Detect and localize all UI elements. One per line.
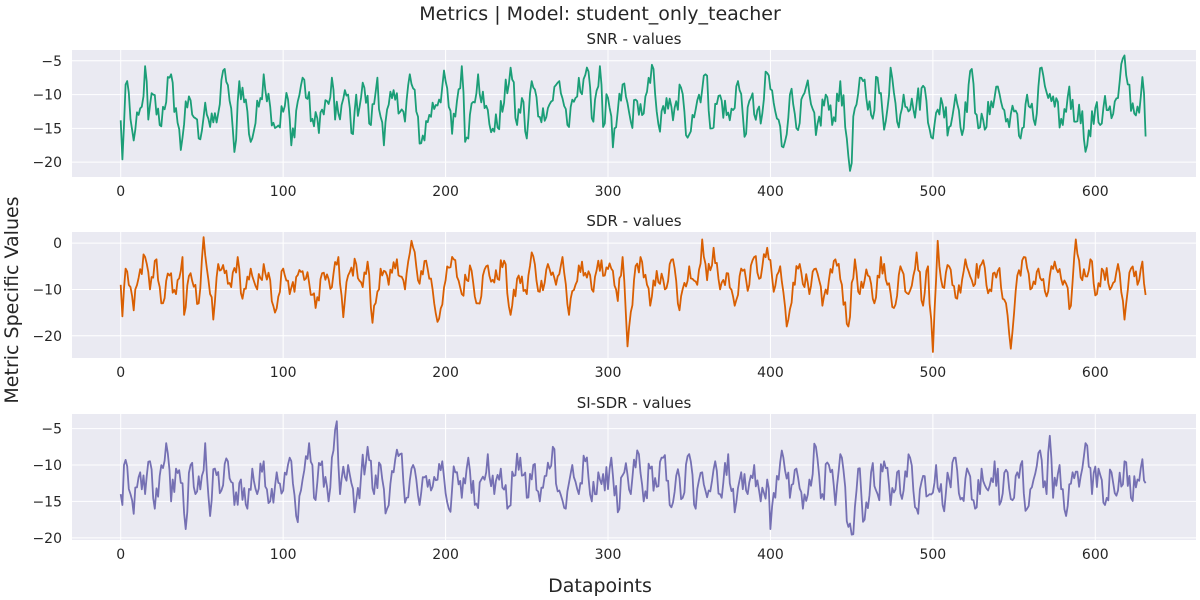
y-tick-label: −10 [32, 88, 62, 104]
figure-title: Metrics | Model: student_only_teacher [419, 3, 781, 25]
y-tick-label: −10 [32, 282, 62, 298]
y-tick-label: −20 [32, 155, 62, 171]
y-tick-label: −15 [32, 494, 62, 510]
panel-sdr-values: SDR - values 0 100 200 300 400 500 600 −20 −10 0 [32, 212, 1196, 381]
x-tick-label: 200 [432, 184, 459, 200]
panel-si-sdr-values: SI-SDR - values 0 100 200 300 400 500 600 −20 −15… [32, 394, 1196, 563]
x-tick-label: 100 [270, 184, 297, 200]
x-tick-label: 500 [919, 365, 946, 381]
y-tick-label: −20 [32, 329, 62, 345]
series-line-snr-values [119, 54, 1147, 172]
x-tick-label: 0 [116, 184, 125, 200]
y-tick-label: −15 [32, 121, 62, 137]
x-tick-label: 500 [919, 184, 946, 200]
x-tick-label: 400 [757, 547, 784, 563]
x-tick-label: 600 [1082, 184, 1109, 200]
y-tick-label: −10 [32, 458, 62, 474]
y-tick-label: −5 [41, 54, 62, 70]
x-tick-label: 300 [595, 547, 622, 563]
x-tick-label: 200 [432, 547, 459, 563]
x-tick-label: 600 [1082, 365, 1109, 381]
y-tick-label: −5 [41, 422, 62, 438]
series-line-sdr-values [119, 236, 1147, 353]
x-tick-label: 100 [270, 547, 297, 563]
x-tick-label: 0 [116, 365, 125, 381]
y-tick-label: 0 [53, 236, 62, 252]
x-tick-label: 300 [595, 184, 622, 200]
x-tick-label: 400 [757, 365, 784, 381]
series-line-si-sdr-values [119, 420, 1147, 536]
panel-title-sdr-values: SDR - values [586, 212, 681, 230]
x-tick-label: 600 [1082, 547, 1109, 563]
panel-title-si-sdr-values: SI-SDR - values [577, 394, 692, 412]
panel-title-snr-values: SNR - values [587, 30, 682, 48]
x-tick-label: 100 [270, 365, 297, 381]
x-tick-label: 500 [919, 547, 946, 563]
x-tick-label: 300 [595, 365, 622, 381]
y-axis-label: Metric Specific Values [1, 196, 23, 403]
x-tick-label: 400 [757, 184, 784, 200]
x-tick-label: 0 [116, 547, 125, 563]
x-axis-label: Datapoints [548, 575, 652, 597]
panel-snr-values: SNR - values 0 100 200 300 400 500 600 −20 −15 −10… [32, 30, 1196, 200]
y-tick-label: −20 [32, 531, 62, 547]
x-tick-label: 200 [432, 365, 459, 381]
plot-area-si-sdr-values [72, 414, 1196, 540]
chart-panels: SNR - values 0 100 200 300 400 500 600 −20 −15 −10… [32, 30, 1196, 563]
